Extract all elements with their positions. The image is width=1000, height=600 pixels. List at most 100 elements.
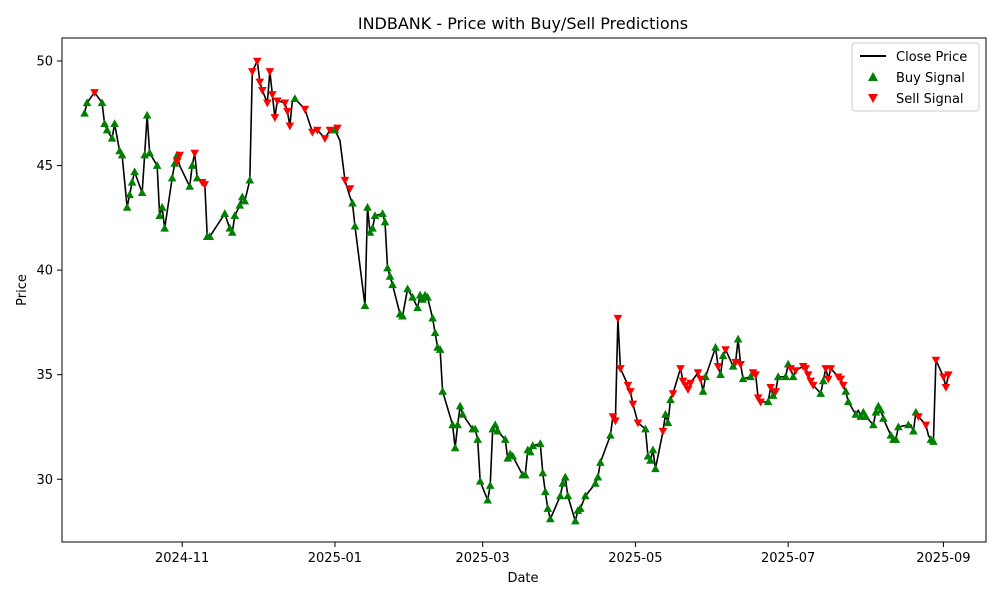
buy-signal-marker <box>861 412 871 420</box>
sell-signal-marker <box>190 149 200 158</box>
sell-signal-marker <box>626 388 635 396</box>
buy-signal-marker <box>593 472 603 481</box>
buy-signal-marker <box>80 108 89 117</box>
legend-box <box>851 42 980 112</box>
buy-signal-marker <box>398 311 407 320</box>
sell-signal-marker <box>786 365 795 373</box>
sell-signal-marker <box>325 126 335 135</box>
buy-signal-marker <box>851 409 861 418</box>
buy-signal-marker <box>430 328 440 337</box>
legend-sell-signal-label: Sell Signal <box>896 92 964 107</box>
y-tick-label: 50 <box>36 55 53 70</box>
buy-signal-marker <box>363 202 372 211</box>
buy-signal-marker <box>488 424 497 433</box>
sell-signal-marker <box>263 99 272 108</box>
buy-signal-marker <box>666 395 675 404</box>
buy-signal-marker <box>894 422 903 431</box>
x-tick-label: 2025-01 <box>308 551 362 566</box>
buy-signal-marker <box>646 455 655 464</box>
buy-signal-marker <box>788 372 798 381</box>
buy-signal-marker <box>385 271 395 280</box>
buy-signal-marker <box>152 161 162 169</box>
buy-signal-marker <box>503 453 513 462</box>
x-tick-label: 2025-05 <box>608 551 662 566</box>
buy-signal-marker <box>571 516 580 525</box>
buy-signal-marker <box>122 202 132 211</box>
buy-signal-marker <box>230 211 240 220</box>
sell-signal-marker <box>616 365 625 373</box>
buy-signal-marker <box>240 196 250 205</box>
sell-signal-marker <box>270 114 280 122</box>
sell-signal-marker <box>313 126 322 135</box>
sell-signal-marker <box>681 381 690 390</box>
buy-signal-marker <box>370 211 380 220</box>
buy-signal-marker <box>738 374 748 383</box>
sell-signal-marker <box>808 381 818 390</box>
sell-signal-marker <box>628 400 638 409</box>
sell-signal-marker <box>721 346 730 355</box>
buy-signal-marker <box>596 458 605 466</box>
buy-signal-marker <box>145 148 154 157</box>
sell-signal-marker <box>255 78 265 87</box>
buy-signal-marker <box>360 301 370 309</box>
buy-signal-marker <box>648 445 658 454</box>
sell-signal-marker <box>939 373 948 382</box>
buy-signal-marker <box>879 414 888 422</box>
buy-signal-marker <box>500 435 510 443</box>
buy-signal-marker <box>543 504 553 512</box>
sell-signal-marker <box>713 363 723 371</box>
buy-signal-marker <box>107 133 117 142</box>
buy-signal-marker <box>155 211 164 220</box>
buy-signal-marker <box>816 389 826 397</box>
buy-signal-marker <box>841 386 851 395</box>
buy-signal-marker <box>125 190 134 199</box>
buy-signal-marker <box>100 119 109 128</box>
sell-signal-marker <box>791 367 800 376</box>
buy-signal-marker <box>82 98 92 107</box>
buy-signal-marker <box>563 491 573 500</box>
buy-signal-marker <box>540 487 550 496</box>
buy-signal-marker <box>137 188 147 197</box>
buy-signal-marker <box>142 110 152 119</box>
y-tick-label: 35 <box>36 368 53 383</box>
buy-signal-marker <box>558 478 568 487</box>
buy-signal-marker <box>733 334 743 343</box>
buy-signal-marker <box>235 200 245 209</box>
sell-signal-marker <box>623 381 633 390</box>
buy-signal-marker <box>157 202 167 211</box>
buy-signal-marker <box>490 420 500 429</box>
buy-signal-marker <box>556 491 565 500</box>
buy-signal-marker <box>493 426 503 435</box>
sell-signal-marker <box>836 375 846 384</box>
sell-signal-marker <box>676 365 685 373</box>
plot-area <box>80 57 953 525</box>
legend: Close Price Buy Signal Sell Signal <box>851 42 980 112</box>
sell-signal-marker <box>611 417 620 426</box>
buy-signal-marker <box>718 351 728 360</box>
buy-signal-marker <box>167 173 177 182</box>
buy-signal-marker <box>185 181 195 190</box>
buy-signal-marker <box>525 447 535 456</box>
y-tick-label: 30 <box>36 473 53 488</box>
sell-signal-marker <box>756 398 765 407</box>
buy-signal-marker <box>576 504 585 512</box>
buy-signal-marker <box>871 407 881 416</box>
buy-signal-marker <box>485 481 495 489</box>
axes-frame <box>61 37 987 543</box>
buy-signal-marker <box>818 376 828 385</box>
legend-close-price-label: Close Price <box>896 50 967 65</box>
sell-signal-marker <box>921 421 931 430</box>
buy-signal-marker <box>869 420 878 429</box>
buy-signal-marker <box>528 441 538 450</box>
sell-signal-marker <box>944 371 953 380</box>
buy-signal-marker <box>475 476 485 485</box>
buy-signal-marker <box>711 343 720 351</box>
buy-signal-marker <box>205 232 215 240</box>
buy-signal-marker <box>538 468 548 477</box>
buy-signal-marker <box>438 386 447 395</box>
x-axis-label: Date <box>507 571 538 586</box>
buy-signal-marker <box>661 409 670 418</box>
sell-signal-marker <box>265 68 275 76</box>
sell-signal-marker <box>686 379 695 388</box>
